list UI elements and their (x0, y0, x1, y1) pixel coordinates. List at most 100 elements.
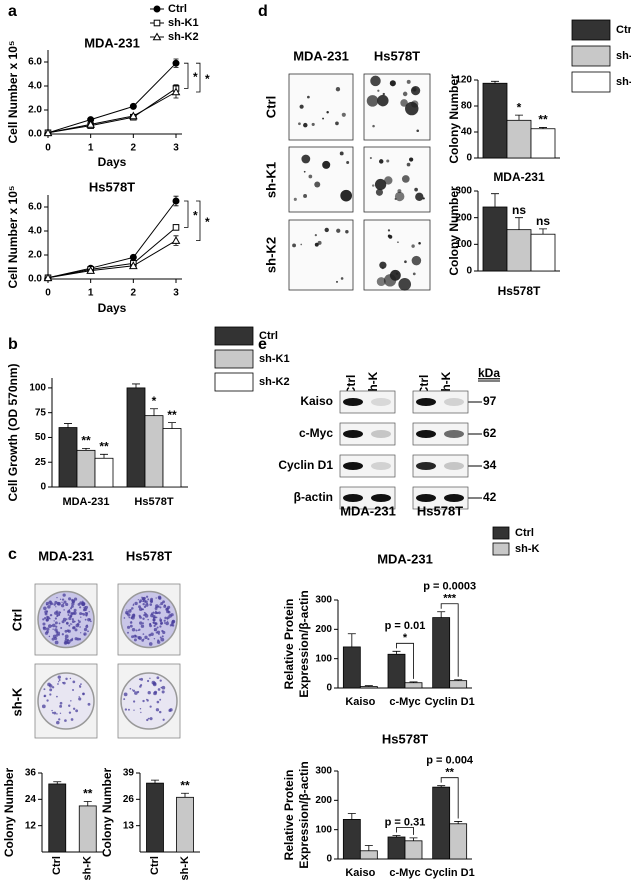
colony (155, 616, 158, 619)
colony (45, 601, 50, 606)
error-bar (409, 681, 418, 683)
colony (52, 628, 54, 630)
error-bar (168, 422, 176, 429)
protein-label: Cyclin D1 (278, 458, 333, 472)
colony (123, 617, 126, 619)
colony (71, 620, 75, 624)
series-line (47, 62, 177, 134)
x-tick-label: 1 (88, 288, 94, 299)
colony (374, 178, 387, 191)
colony (43, 606, 47, 611)
blot-band (343, 398, 363, 406)
x-tick-label: Cyclin D1 (425, 867, 475, 879)
error-bar (364, 845, 373, 851)
y-tick-label: 0 (40, 482, 46, 493)
error-bar (151, 779, 159, 784)
bar (78, 805, 97, 853)
colony (70, 604, 74, 608)
colony (156, 626, 159, 629)
colony (59, 712, 62, 714)
legend-label: sh-K1 (168, 17, 199, 29)
x-tick-label: 2 (131, 288, 137, 299)
y-tick-label: 0.0 (28, 129, 42, 140)
colony (87, 702, 91, 706)
colony (59, 598, 62, 601)
colony (61, 620, 65, 624)
colony (64, 620, 66, 622)
colony (152, 617, 155, 619)
error-bar (132, 383, 140, 388)
bar (48, 783, 67, 853)
colony (133, 709, 135, 711)
colony (311, 122, 315, 126)
comparison-bracket (440, 777, 459, 819)
colony (303, 170, 306, 173)
bar (176, 796, 194, 853)
colony (418, 242, 421, 245)
x-axis-label: Days (98, 155, 127, 169)
error-bar (491, 80, 499, 84)
marker (43, 273, 53, 282)
y-tick-label: 80 (461, 101, 473, 112)
blot-strip (412, 486, 469, 510)
colony (142, 600, 145, 602)
colony (378, 159, 384, 164)
colony (50, 624, 53, 627)
colony (75, 709, 79, 713)
colony (171, 619, 176, 624)
legend-swatch (214, 349, 254, 369)
colony (371, 184, 375, 187)
colony (49, 613, 53, 617)
colony (140, 624, 145, 628)
colony (46, 610, 49, 613)
colony (143, 605, 147, 608)
marker (129, 253, 137, 261)
bar (404, 682, 423, 689)
blot-strip (412, 390, 469, 414)
colony (54, 621, 58, 625)
y-tick-label: 100 (315, 824, 332, 835)
colony (88, 611, 90, 613)
error-bar (347, 633, 356, 647)
colony (57, 683, 59, 685)
y-tick-label: 2.0 (28, 105, 42, 116)
panel-letter: c (8, 546, 17, 563)
error-bar (437, 785, 446, 788)
colony (161, 685, 166, 690)
colony (79, 684, 81, 687)
colony (150, 632, 154, 636)
colony (379, 261, 387, 269)
colony (160, 686, 163, 689)
colony (83, 632, 87, 636)
colony (154, 611, 157, 615)
colony (336, 228, 341, 233)
size-label: 62 (483, 426, 497, 440)
colony (166, 616, 170, 620)
colony (42, 626, 46, 630)
colony (394, 191, 405, 202)
colony (144, 635, 148, 640)
colony (156, 700, 160, 704)
marker (153, 5, 161, 13)
colony (87, 617, 91, 622)
bar (506, 229, 532, 272)
colony (153, 624, 156, 628)
protein-label: β-actin (294, 490, 333, 504)
y-axis-label: Colony Number (447, 74, 461, 164)
colony (415, 192, 424, 202)
significance-label: ns (536, 214, 550, 228)
error-bar (64, 423, 72, 428)
colony (142, 633, 145, 635)
marker (128, 261, 138, 270)
bar (359, 850, 378, 860)
colony (340, 277, 344, 280)
colony (142, 622, 144, 625)
colony-image (288, 219, 354, 291)
legend-label: sh-K (515, 543, 540, 555)
colony (414, 187, 418, 192)
legend-swatch (571, 45, 611, 67)
y-tick-label: 13 (123, 820, 135, 831)
colony (326, 111, 329, 114)
